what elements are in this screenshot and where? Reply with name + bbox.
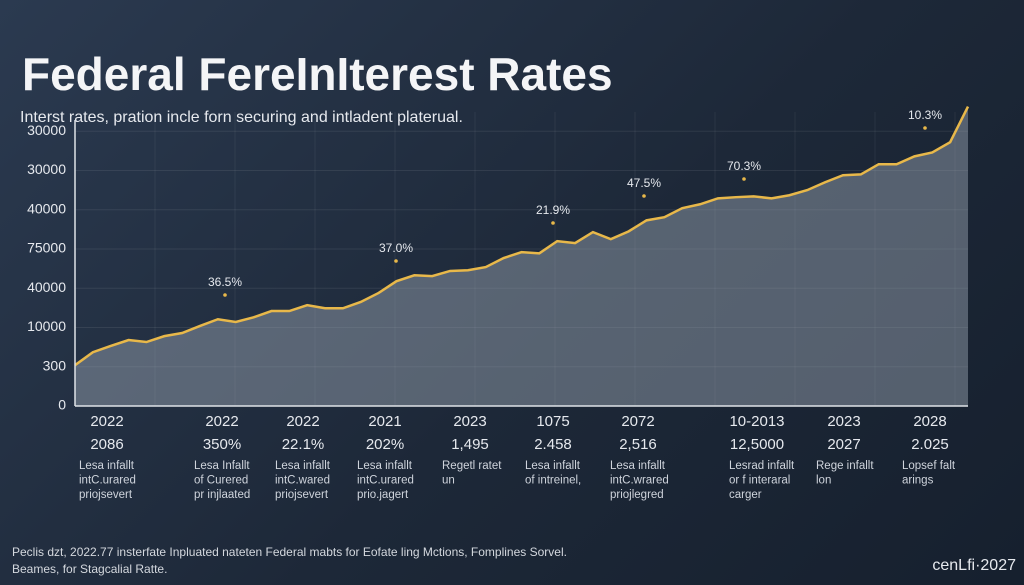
column-text: Lesrad infallt <box>729 460 795 472</box>
column-text: Lesa Infallt <box>194 460 250 472</box>
column-heading: 2.458 <box>534 436 572 453</box>
annotation-dot <box>923 126 927 130</box>
column-heading: 2086 <box>90 436 123 453</box>
column-heading: 2,516 <box>619 436 657 453</box>
column-heading: 1,495 <box>451 436 489 453</box>
column-heading: 22.1% <box>282 436 325 453</box>
y-tick-label: 10000 <box>27 318 66 334</box>
y-tick-label: 30000 <box>27 122 66 138</box>
column-text: intC.urared <box>357 475 414 487</box>
column-heading: 10-2013 <box>729 413 784 430</box>
column-text: arings <box>902 475 934 487</box>
column-text: Lesa infallt <box>275 460 331 472</box>
column-text: intC.wrared <box>610 475 669 487</box>
column-text: priojlegred <box>610 489 664 501</box>
brand: cenLfi·2027 <box>932 557 1016 574</box>
column-text: Rege infallt <box>816 460 874 472</box>
column-heading: 2072 <box>621 413 654 430</box>
annotation: 10.3% <box>908 108 942 122</box>
column-text: lon <box>816 475 831 487</box>
column-text: Lesa infallt <box>610 460 666 472</box>
column-heading: 202% <box>366 436 404 453</box>
annotation-dot <box>742 177 746 181</box>
footer-line: Beames, for Stagcalial Ratte. <box>12 562 167 576</box>
column-heading: 1075 <box>536 413 569 430</box>
y-tick-label: 40000 <box>27 279 66 295</box>
column-text: un <box>442 475 455 487</box>
column-heading: 2027 <box>827 436 860 453</box>
column-text: prio.jagert <box>357 489 409 501</box>
column-text: Lesa infallt <box>79 460 135 472</box>
column-text: Regetl ratet <box>442 460 502 472</box>
annotation: 37.0% <box>379 241 413 255</box>
column-heading: 2028 <box>913 413 946 430</box>
column-text: Lesa infallt <box>357 460 413 472</box>
y-tick-label: 75000 <box>27 240 66 256</box>
area <box>75 106 968 407</box>
annotation: 21.9% <box>536 203 570 217</box>
column-heading: 12,5000 <box>730 436 784 453</box>
y-tick-label: 0 <box>58 397 66 413</box>
annotation-dot <box>394 259 398 263</box>
chart-subtitle: Interst rates, pration incle forn securi… <box>20 109 463 126</box>
column-text: priojsevert <box>79 489 133 501</box>
column-heading: 2023 <box>453 413 486 430</box>
column-heading: 2021 <box>368 413 401 430</box>
annotation: 47.5% <box>627 176 661 190</box>
column-heading: 2022 <box>90 413 123 430</box>
column-heading: 2022 <box>286 413 319 430</box>
column-heading: 2.025 <box>911 436 949 453</box>
annotation: 36.5% <box>208 275 242 289</box>
line <box>74 105 970 367</box>
column-text: priojsevert <box>275 489 329 501</box>
column-text: intC.urared <box>79 475 136 487</box>
y-tick-label: 40000 <box>27 200 66 216</box>
annotation-dot <box>551 221 555 225</box>
column-heading: 350% <box>203 436 241 453</box>
column-text: carger <box>729 489 762 501</box>
chart-title: Federal FereInIterest Rates <box>22 48 613 100</box>
column-text: of intreinel, <box>525 475 581 487</box>
column-heading: 2023 <box>827 413 860 430</box>
y-tick-label: 30000 <box>27 161 66 177</box>
annotation-dot <box>642 194 646 198</box>
column-text: intC.wared <box>275 475 330 487</box>
annotation-dot <box>223 293 227 297</box>
annotation: 70.3% <box>727 159 761 173</box>
column-heading: 2022 <box>205 413 238 430</box>
column-text: pr injlaated <box>194 489 250 501</box>
y-tick-label: 300 <box>43 357 67 373</box>
column-text: Lopsef falt <box>902 460 956 472</box>
footer-line: Peclis dzt, 2022.77 insterfate Inpluated… <box>12 545 567 559</box>
column-text: Lesa infallt <box>525 460 581 472</box>
column-text: of Curered <box>194 475 248 487</box>
column-text: or f interaral <box>729 475 790 487</box>
